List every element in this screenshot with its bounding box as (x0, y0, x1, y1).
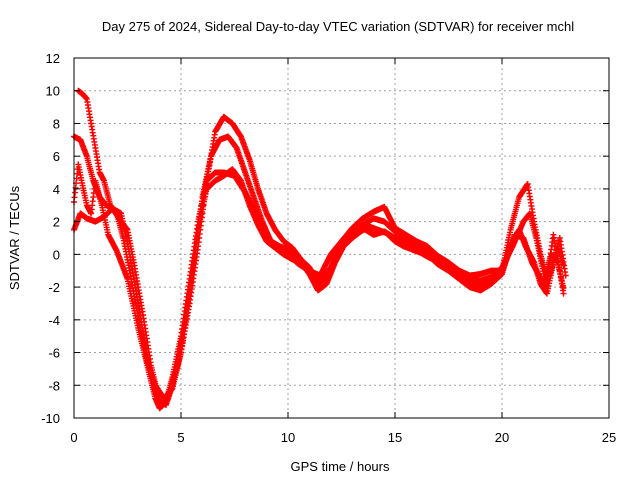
data-point (562, 272, 569, 279)
y-axis-label: SDTVAR / TECUs (7, 185, 22, 290)
data-point (560, 290, 567, 297)
y-tick-label: -8 (48, 378, 60, 393)
x-tick-label: 15 (388, 430, 402, 445)
data-points (71, 87, 569, 412)
x-tick-label: 10 (281, 430, 295, 445)
y-tick-label: 8 (53, 116, 60, 131)
y-tick-label: 10 (46, 84, 60, 99)
y-tick-label: -2 (48, 280, 60, 295)
x-tick-label: 20 (495, 430, 509, 445)
x-tick-label: 5 (177, 430, 184, 445)
y-tick-label: 0 (53, 247, 60, 262)
y-tick-label: -4 (48, 313, 60, 328)
y-tick-label: 6 (53, 149, 60, 164)
data-point (560, 262, 567, 269)
y-tick-label: 4 (53, 182, 60, 197)
x-tick-label: 25 (602, 430, 616, 445)
plot-frame (73, 57, 610, 419)
y-tick-label: -6 (48, 346, 60, 361)
y-tick-label: 2 (53, 215, 60, 230)
y-tick-label: -10 (41, 411, 60, 426)
chart-title: Day 275 of 2024, Sidereal Day-to-day VTE… (102, 19, 574, 34)
series-track-d (71, 166, 567, 408)
x-tick-label: 0 (70, 430, 77, 445)
axis-ticks: 0 5 10 15 20 25 -10 -8 -6 -4 -2 0 2 4 6 8 10 12 (41, 51, 616, 445)
x-axis-label: GPS time / hours (291, 459, 390, 474)
y-tick-label: 12 (46, 51, 60, 66)
